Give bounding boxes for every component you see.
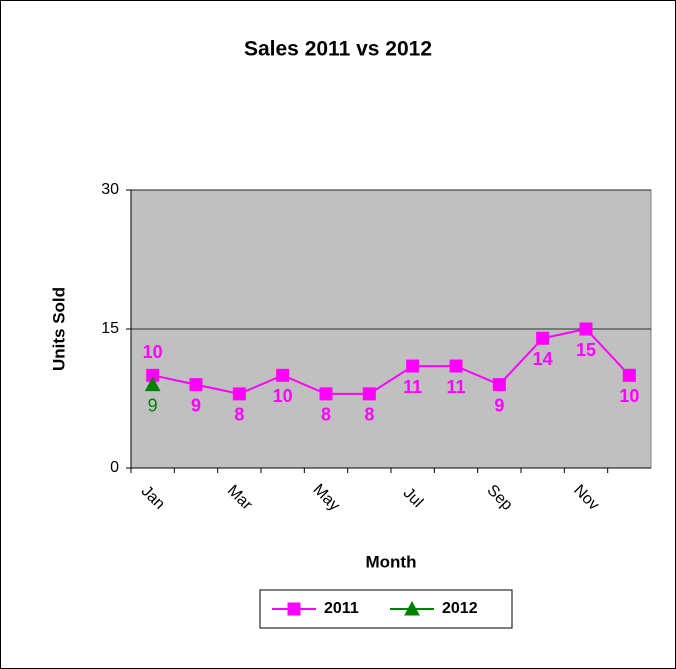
point <box>319 387 333 401</box>
x-axis-title: Month <box>366 552 417 571</box>
point <box>362 387 376 401</box>
data-label: 8 <box>234 405 244 425</box>
point <box>579 322 593 336</box>
data-label: 11 <box>403 377 422 397</box>
point <box>536 331 550 345</box>
legend-label: 2012 <box>442 600 478 617</box>
point <box>144 376 161 392</box>
y-axis-title: Units Sold <box>49 287 68 371</box>
data-label: 15 <box>576 340 596 360</box>
y-tick-label: 30 <box>101 181 119 198</box>
point <box>622 368 636 382</box>
legend-marker <box>404 600 420 616</box>
y-tick-label: 0 <box>110 459 119 476</box>
data-label: 10 <box>619 386 639 406</box>
data-label: 9 <box>494 395 504 415</box>
data-label: 11 <box>446 377 465 397</box>
point <box>406 359 420 373</box>
point <box>449 359 463 373</box>
point <box>189 378 203 392</box>
data-label: 14 <box>533 349 553 369</box>
legend-marker <box>287 602 301 616</box>
y-tick-label: 15 <box>101 320 119 337</box>
data-label: 10 <box>143 342 163 362</box>
data-label: 9 <box>148 395 158 415</box>
data-label: 8 <box>321 405 331 425</box>
point <box>232 387 246 401</box>
data-label: 9 <box>191 395 201 415</box>
point <box>276 368 290 382</box>
point <box>492 378 506 392</box>
data-label: 10 <box>273 386 293 406</box>
series-line <box>152 327 631 395</box>
chart-title: Sales 2011 vs 2012 <box>244 38 432 61</box>
data-label: 8 <box>364 405 374 425</box>
legend-label: 2011 <box>324 600 359 617</box>
